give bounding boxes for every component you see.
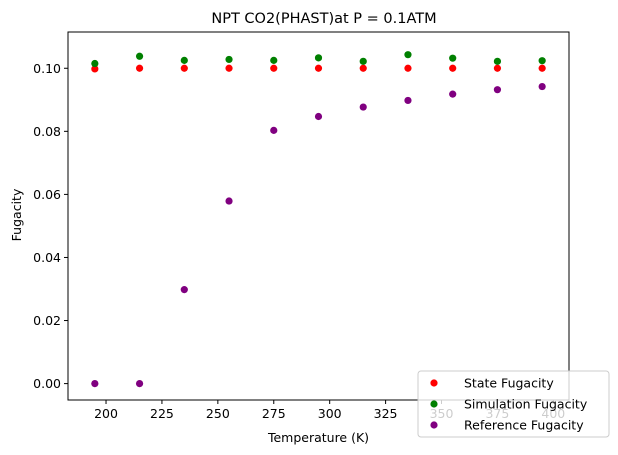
legend-label: Reference Fugacity — [464, 418, 584, 433]
data-point — [538, 57, 546, 65]
x-tick-label: 275 — [262, 406, 286, 421]
data-point — [180, 56, 188, 64]
series-1 — [91, 64, 546, 73]
data-point — [404, 96, 412, 105]
data-point — [225, 55, 233, 64]
y-tick-label: 0.10 — [33, 61, 61, 76]
data-point — [270, 126, 278, 134]
legend-marker — [430, 400, 438, 408]
data-point — [270, 64, 278, 72]
data-point — [359, 103, 367, 111]
data-point — [135, 52, 144, 60]
data-point — [449, 90, 457, 98]
series-2 — [91, 51, 546, 68]
data-point — [404, 51, 412, 59]
data-point — [493, 64, 502, 72]
data-point — [538, 82, 546, 91]
y-tick-label: 0.04 — [33, 250, 61, 265]
y-tick-label: 0.08 — [33, 124, 61, 139]
data-point — [359, 64, 367, 72]
legend-marker — [430, 421, 438, 429]
data-point — [538, 64, 546, 72]
x-tick-label: 200 — [94, 406, 118, 421]
legend-label: State Fugacity — [464, 376, 554, 391]
data-point — [225, 197, 233, 205]
x-tick-label: 325 — [374, 406, 398, 421]
data-point — [314, 64, 323, 72]
y-tick-label: 0.00 — [33, 376, 61, 391]
x-tick-label: 250 — [206, 406, 230, 421]
data-point — [449, 54, 457, 62]
data-point — [404, 64, 412, 72]
y-tick-label: 0.02 — [33, 313, 61, 328]
data-point — [314, 54, 323, 62]
x-tick-label: 225 — [150, 406, 174, 421]
legend-box — [417, 370, 610, 438]
x-axis-label: Temperature (K) — [267, 430, 369, 445]
data-point — [180, 64, 188, 72]
data-point — [91, 65, 99, 73]
chart-title: NPT CO2(PHAST)at P = 0.1ATM — [211, 11, 436, 27]
data-point — [314, 112, 323, 121]
axes-frame — [67, 31, 570, 401]
data-point — [135, 380, 144, 388]
series-3 — [91, 82, 546, 388]
data-point — [91, 59, 99, 68]
legend-label: Simulation Fugacity — [464, 397, 588, 412]
data-point — [91, 380, 99, 388]
data-point — [270, 56, 278, 64]
data-point — [493, 86, 502, 94]
data-point — [180, 286, 188, 294]
y-axis-label: Fugacity — [9, 188, 24, 241]
data-point — [135, 64, 144, 72]
data-point — [359, 57, 367, 65]
data-point — [225, 64, 233, 72]
y-tick-label: 0.06 — [33, 187, 61, 202]
legend-marker — [430, 379, 438, 387]
x-tick-label: 300 — [318, 406, 342, 421]
data-point — [449, 64, 457, 72]
data-point — [493, 57, 502, 65]
legend: State Fugacity Simulation Fugacity Referen… — [417, 370, 610, 438]
